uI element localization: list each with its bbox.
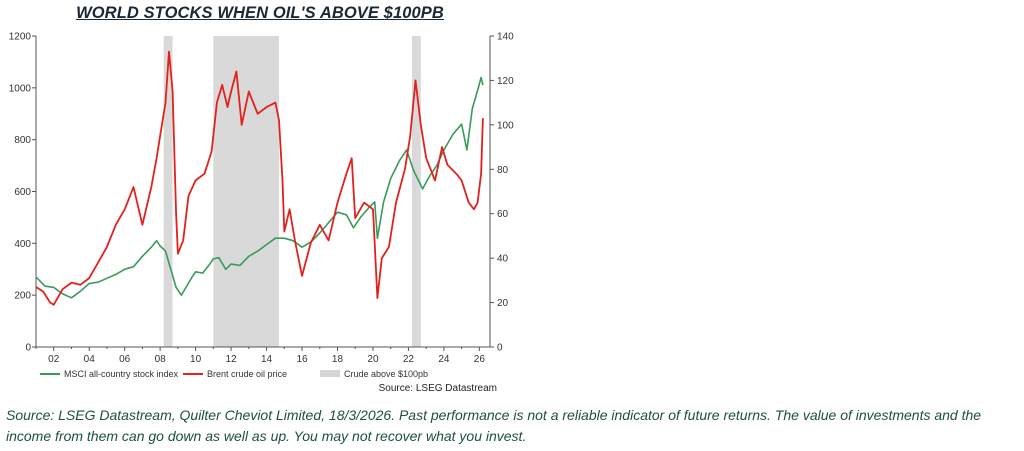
right-tick-label: 20 xyxy=(497,298,509,309)
shaded-band-1 xyxy=(213,36,279,347)
legend-label: Brent crude oil price xyxy=(207,369,287,379)
legend-swatch-band xyxy=(320,370,340,377)
x-tick-label: 06 xyxy=(119,354,131,365)
x-tick-label: 14 xyxy=(261,354,273,365)
axes: 0200400600800100012000204060801001201400… xyxy=(9,32,514,366)
x-tick-label: 04 xyxy=(84,354,96,365)
msci-series-line xyxy=(35,76,484,299)
brent-series-line xyxy=(35,50,484,306)
x-tick-label: 08 xyxy=(155,354,167,365)
left-tick-label: 1000 xyxy=(9,83,32,94)
shaded-periods xyxy=(163,36,421,347)
legend-label: Crude above $100pb xyxy=(344,369,428,379)
x-tick-label: 12 xyxy=(226,354,238,365)
chart-title: WORLD STOCKS WHEN OIL'S ABOVE $100PB xyxy=(76,4,444,22)
series-lines xyxy=(35,50,484,306)
right-tick-label: 140 xyxy=(497,32,514,43)
x-tick-label: 26 xyxy=(474,354,486,365)
right-tick-label: 0 xyxy=(497,343,503,354)
left-tick-label: 600 xyxy=(14,187,31,198)
right-tick-label: 120 xyxy=(497,76,514,87)
shaded-band-0 xyxy=(163,36,173,347)
chart-container: WORLD STOCKS WHEN OIL'S ABOVE $100PB 0 20… xyxy=(0,0,520,400)
left-tick-label: 0 xyxy=(25,343,31,354)
left-tick-label: 800 xyxy=(14,135,31,146)
x-tick-label: 18 xyxy=(332,354,344,365)
left-tick-label: 400 xyxy=(14,239,31,250)
x-tick-label: 16 xyxy=(296,354,308,365)
right-tick-label: 80 xyxy=(497,165,509,176)
left-tick-label: 1200 xyxy=(9,32,32,43)
shaded-band-2 xyxy=(411,36,421,347)
right-tick-label: 100 xyxy=(497,120,514,131)
caption-text: Source: LSEG Datastream, Quilter Cheviot… xyxy=(6,407,982,444)
x-tick-label: 02 xyxy=(48,354,60,365)
legend: MSCI all-country stock index Brent crude … xyxy=(40,369,428,379)
right-tick-label: 40 xyxy=(497,254,509,265)
x-tick-label: 20 xyxy=(367,354,379,365)
legend-label: MSCI all-country stock index xyxy=(64,369,179,379)
right-tick-label: 60 xyxy=(497,209,509,220)
x-tick-label: 24 xyxy=(438,354,450,365)
chart-svg: 0200400600800100012000204060801001201400… xyxy=(9,32,514,395)
x-tick-label: 10 xyxy=(190,354,202,365)
left-tick-label: 200 xyxy=(14,291,31,302)
x-tick-label: 22 xyxy=(403,354,415,365)
chart-source-note: Source: LSEG Datastream xyxy=(379,383,497,394)
